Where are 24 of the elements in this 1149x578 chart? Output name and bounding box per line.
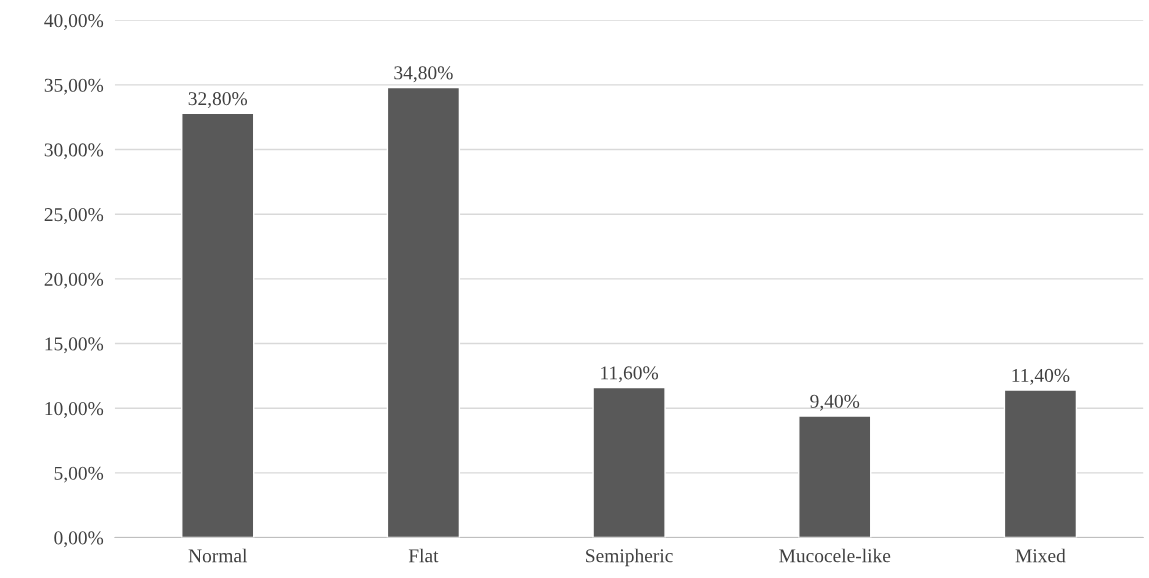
y-tick-label: 30,00%	[44, 143, 104, 160]
x-tick-label: Mixed	[1015, 548, 1066, 563]
bar	[386, 86, 461, 538]
y-tick-label: 40,00%	[44, 14, 104, 30]
y-tick-label: 10,00%	[45, 402, 104, 418]
bar	[798, 415, 872, 538]
y-tick-label: 35,00%	[44, 78, 104, 95]
bar	[592, 386, 666, 538]
x-tick-label: Semipheric	[586, 548, 673, 567]
x-tick-label: Normal	[188, 548, 248, 563]
data-label: 34,80%	[394, 66, 453, 83]
data-label: 9,40%	[810, 394, 860, 411]
data-label: 32,80%	[188, 92, 248, 109]
y-tick-label: 0,00%	[54, 531, 104, 548]
y-tick-label: 15,00%	[45, 337, 104, 354]
x-tick-label: Mucocele-like	[779, 548, 891, 563]
y-tick-label: 5,00%	[54, 466, 104, 483]
x-tick-label: Flat	[408, 548, 439, 563]
y-tick-label: 25,00%	[44, 208, 104, 224]
data-label: 11,40%	[1012, 368, 1070, 385]
y-tick-label: 20,00%	[44, 272, 104, 289]
bar	[1003, 389, 1078, 538]
bar	[181, 112, 255, 538]
data-label: 11,60%	[601, 366, 659, 383]
